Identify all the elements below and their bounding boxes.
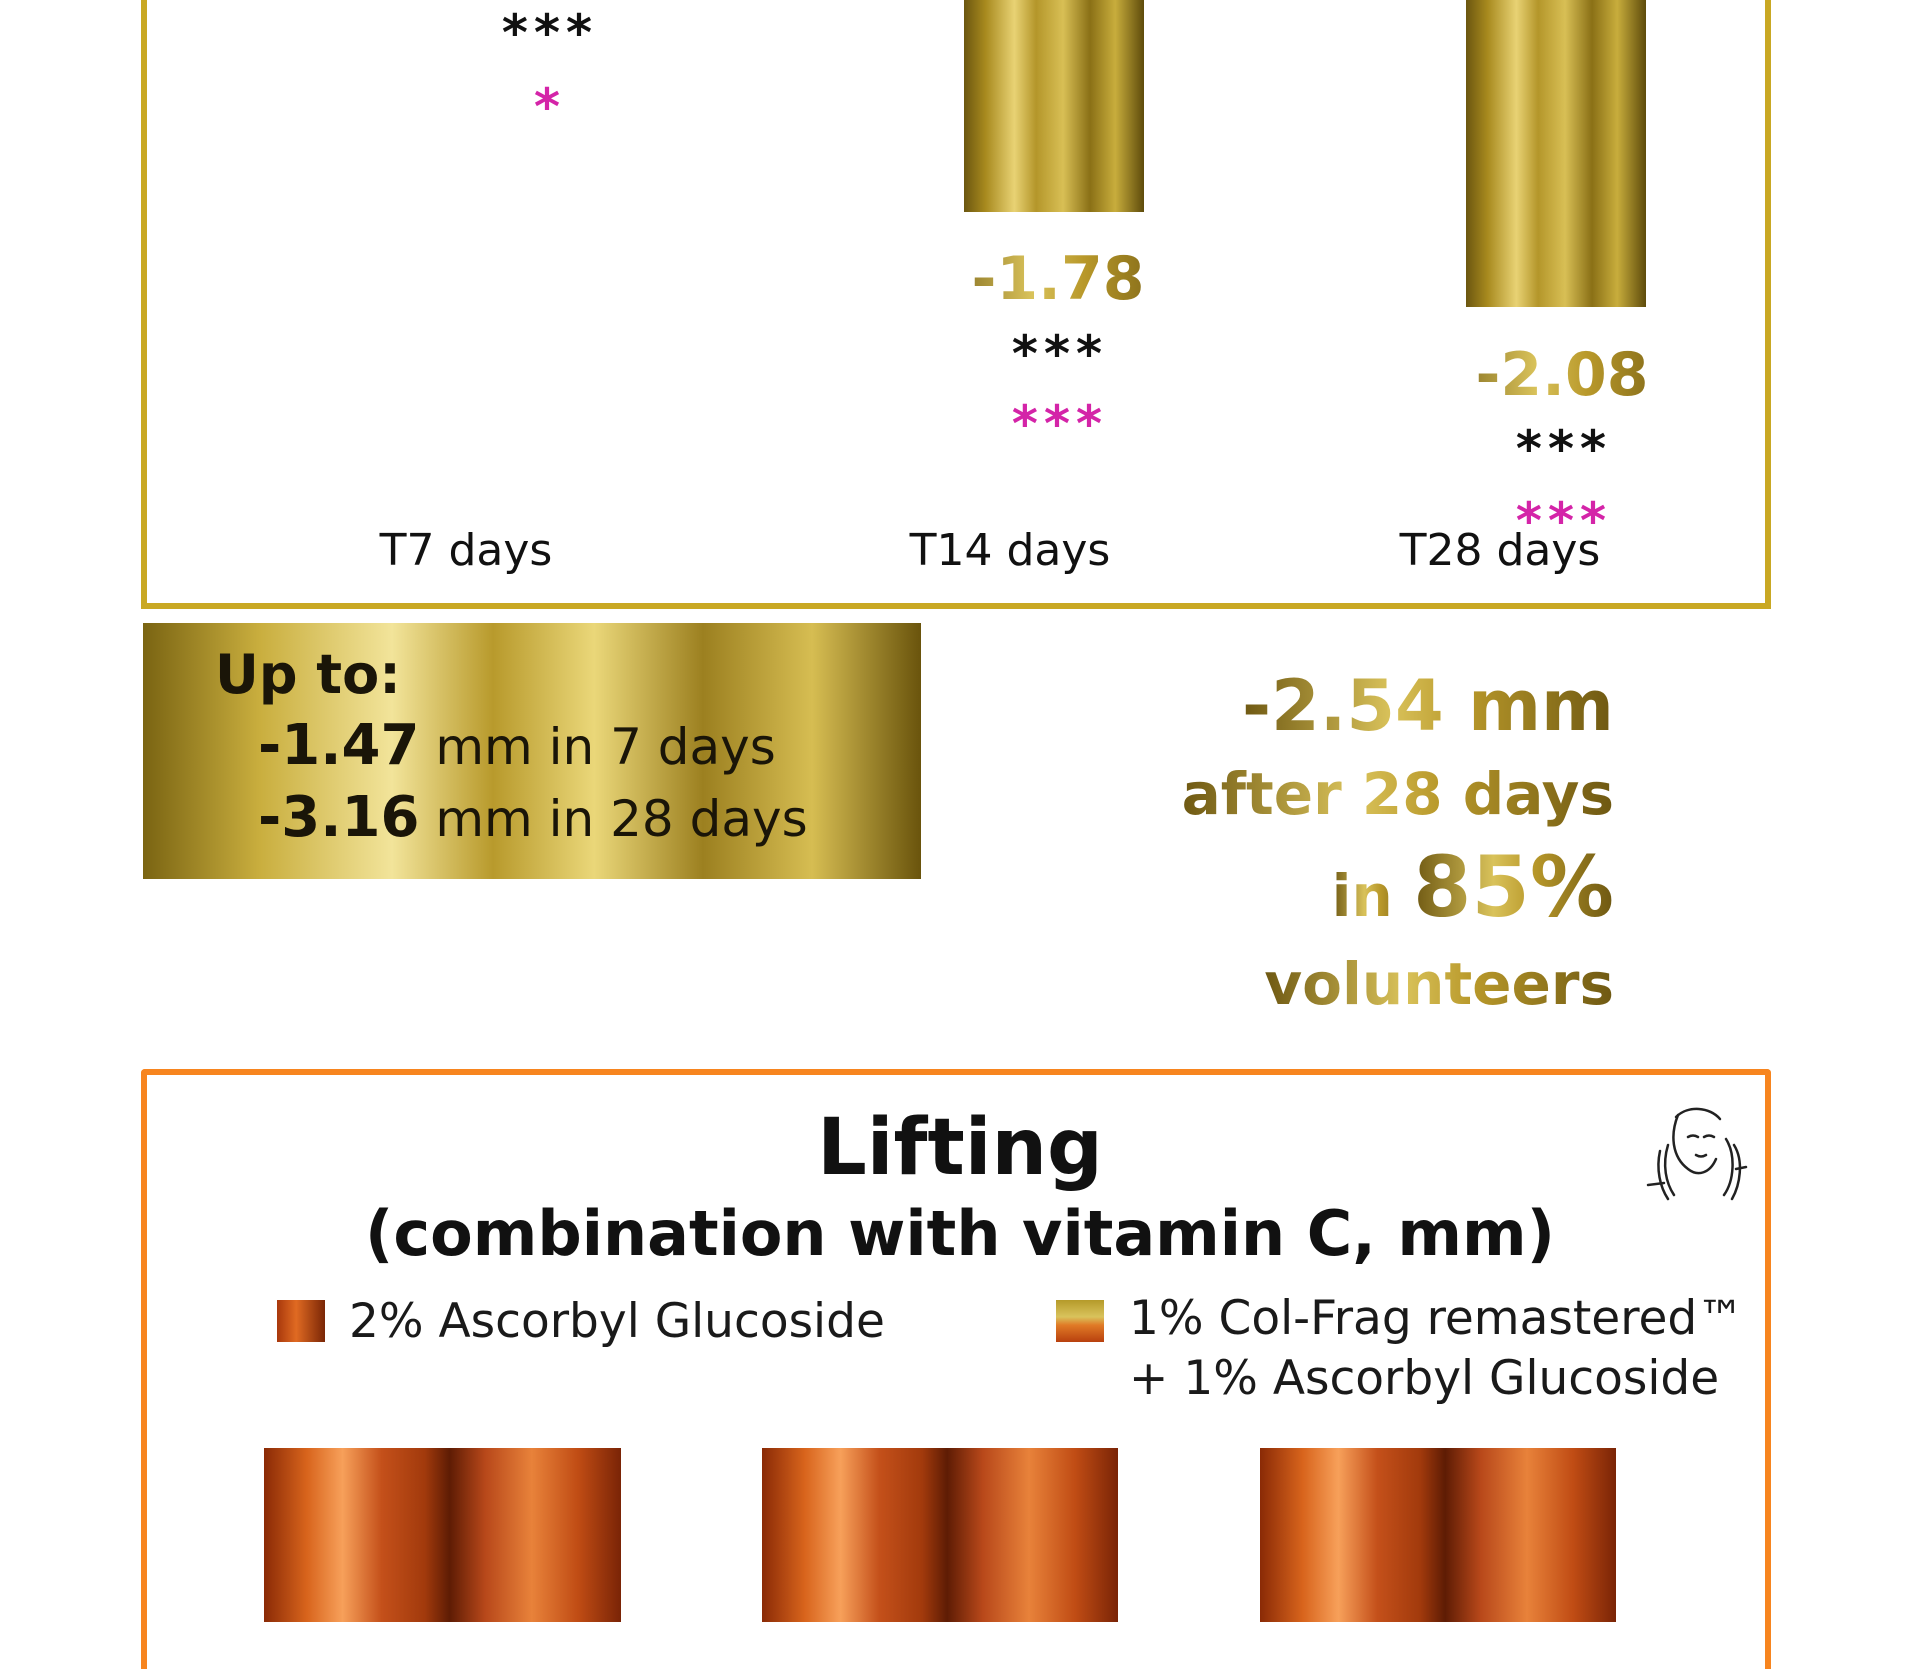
top-chart-panel xyxy=(141,0,1771,609)
upto-line-1: -1.47 mm in 7 days xyxy=(258,713,776,778)
upto-value-1: -1.47 xyxy=(258,713,420,778)
x-label-t28: T28 days xyxy=(1399,525,1601,576)
lifting-chart-panel xyxy=(141,1069,1771,1669)
significance-pink-t14: *** xyxy=(1009,395,1107,453)
bar-t28 xyxy=(1466,0,1646,307)
upto-line-2: -3.16 mm in 28 days xyxy=(258,785,808,850)
lifting-title: Lifting xyxy=(817,1103,1103,1193)
upto-box: Up to: -1.47 mm in 7 days -3.16 mm in 28… xyxy=(143,623,921,879)
legend-label-ascorbyl: 2% Ascorbyl Glucoside xyxy=(349,1294,885,1349)
upto-text-1: mm in 7 days xyxy=(419,718,776,776)
significance-pink-t7: * xyxy=(531,78,565,136)
lifting-subtitle: (combination with vitamin C, mm) xyxy=(365,1197,1555,1270)
x-label-t7: T7 days xyxy=(379,525,553,576)
legend-label-combination-2: + 1% Ascorbyl Glucoside xyxy=(1129,1351,1720,1406)
value-label-t14: -1.78 xyxy=(928,244,1188,314)
upto-value-2: -3.16 xyxy=(258,785,420,850)
face-lift-icon xyxy=(1640,1095,1750,1205)
value-label-t28: -2.08 xyxy=(1432,340,1692,410)
lifting-bar-3 xyxy=(1260,1448,1616,1622)
legend-label-combination-1: 1% Col-Frag remastered™ xyxy=(1129,1291,1745,1346)
stat-after-days: after 28 days xyxy=(1181,760,1614,828)
legend-swatch-ascorbyl xyxy=(277,1300,325,1342)
significance-black-t7: *** xyxy=(499,4,597,62)
stat-in-prefix: in xyxy=(1331,862,1413,930)
lifting-bar-1 xyxy=(264,1448,621,1622)
stat-percent-line: in 85% xyxy=(1332,838,1614,936)
stat-volunteers: volunteers xyxy=(1264,950,1614,1018)
significance-black-t14: *** xyxy=(1009,325,1107,383)
significance-black-t28: *** xyxy=(1513,420,1611,478)
x-label-t14: T14 days xyxy=(909,525,1111,576)
upto-heading: Up to: xyxy=(215,643,401,706)
upto-text-2: mm in 28 days xyxy=(419,790,808,848)
stat-value: -2.54 mm xyxy=(1241,665,1614,747)
stat-percent: 85% xyxy=(1412,838,1614,936)
significance-pink-t28: *** xyxy=(1513,492,1611,550)
legend-swatch-combination xyxy=(1056,1300,1104,1342)
lifting-bar-2 xyxy=(762,1448,1118,1622)
bar-t14 xyxy=(964,0,1144,212)
